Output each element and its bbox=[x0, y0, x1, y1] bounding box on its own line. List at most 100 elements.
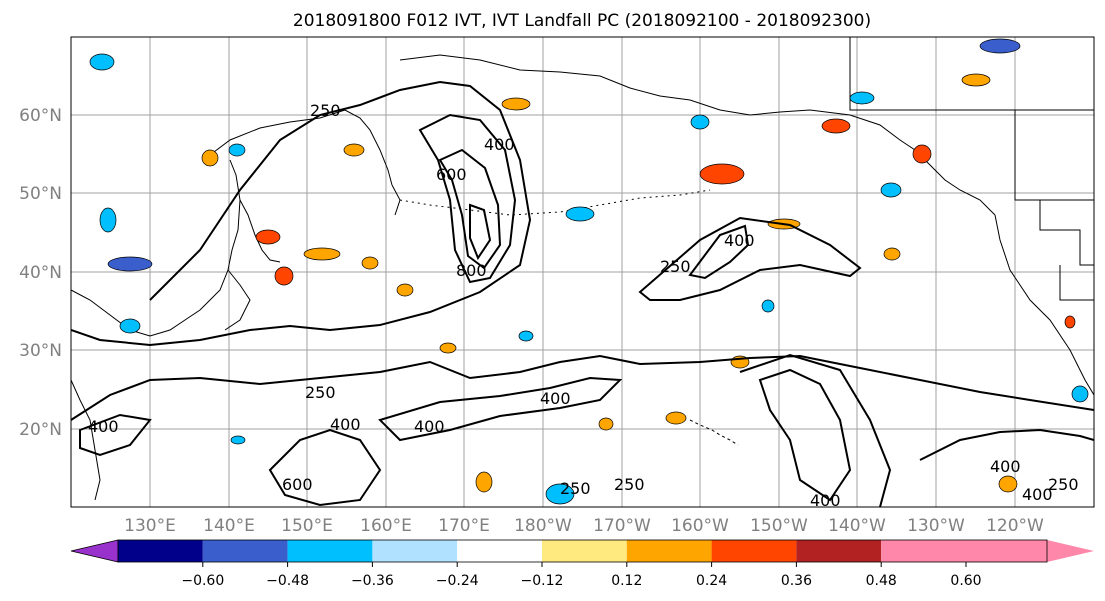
pc-shading bbox=[89, 38, 1089, 505]
pc-patch-pos bbox=[998, 475, 1018, 493]
colorbar-tick-label: 0.60 bbox=[950, 573, 981, 589]
colorbar-bin bbox=[796, 540, 882, 562]
us-states bbox=[1039, 200, 1094, 266]
asia-coast bbox=[71, 159, 241, 337]
pc-patch-pos bbox=[961, 73, 991, 87]
colorbar-bin bbox=[202, 540, 288, 562]
korea-coast bbox=[224, 269, 251, 331]
ivt-contour-250 bbox=[71, 80, 532, 347]
lon-label: 140°E bbox=[203, 516, 255, 536]
colorbar-extend-high bbox=[881, 540, 1094, 562]
canada-border bbox=[849, 37, 1094, 111]
contour-label: 800 bbox=[456, 261, 487, 280]
contour-label: 400 bbox=[1022, 485, 1053, 504]
colorbar-tick-label: −0.60 bbox=[181, 573, 224, 589]
colorbar-tick-label: 0.24 bbox=[696, 573, 727, 589]
pc-patch-neg bbox=[228, 143, 246, 157]
pc-patch-pos bbox=[439, 342, 457, 354]
china-coast bbox=[71, 379, 101, 501]
pc-patch-pos bbox=[274, 266, 294, 286]
coastlines bbox=[71, 37, 1094, 501]
alaska-coast bbox=[399, 54, 996, 216]
ivt-contour-400-east bbox=[688, 224, 750, 280]
ivt-contour-250-east bbox=[638, 216, 862, 301]
bc-border bbox=[1014, 110, 1094, 201]
pc-patch-neg bbox=[690, 114, 710, 130]
pc-patch-neg bbox=[1071, 385, 1089, 403]
ivt-contour-600-south bbox=[268, 428, 382, 507]
ivt-contour-250-south bbox=[71, 354, 1094, 421]
contour-label: 600 bbox=[436, 165, 467, 184]
contour-label: 400 bbox=[990, 457, 1021, 476]
lat-label: 60°N bbox=[19, 106, 62, 126]
ivt-contour-600 bbox=[438, 148, 502, 270]
lon-label: 130°E bbox=[124, 516, 176, 536]
contour-label: 250 bbox=[1048, 475, 1079, 494]
japan-coast bbox=[239, 199, 281, 263]
contour-label: 400 bbox=[484, 135, 515, 154]
contour-label: 600 bbox=[282, 475, 313, 494]
colorbar-frame bbox=[117, 539, 1048, 563]
colorbar-extend-low bbox=[70, 539, 119, 563]
pc-patch-neg bbox=[565, 206, 595, 222]
contour-label: 400 bbox=[330, 415, 361, 434]
contour-label: 400 bbox=[724, 231, 755, 250]
pc-patch-pos bbox=[821, 118, 851, 134]
ivt-contour-400-far-se bbox=[919, 428, 1094, 461]
lon-label: 130°W bbox=[907, 516, 965, 536]
lat-label: 20°N bbox=[19, 420, 62, 440]
contour-label: 250 bbox=[305, 383, 336, 402]
colorbar-tick-label: 0.12 bbox=[611, 573, 642, 589]
colorbar-tick-marks bbox=[202, 562, 967, 567]
lon-label: 150°E bbox=[281, 516, 333, 536]
latitude-labels: 60°N 50°N 40°N 30°N 20°N bbox=[19, 106, 62, 440]
pc-patch-pos bbox=[883, 247, 901, 261]
lon-label: 170°E bbox=[438, 516, 490, 536]
colorbar-tick-label: −0.36 bbox=[351, 573, 394, 589]
lon-label: 170°W bbox=[593, 516, 651, 536]
pc-patch-neg bbox=[545, 483, 575, 505]
colorbar-bin bbox=[372, 540, 458, 562]
lon-label: 160°W bbox=[671, 516, 729, 536]
contour-label: 250 bbox=[310, 101, 341, 120]
pc-patch-pos bbox=[501, 97, 531, 111]
pc-patch-neg bbox=[99, 207, 117, 233]
lat-label: 40°N bbox=[19, 263, 62, 283]
pc-patch-neg bbox=[761, 299, 775, 313]
ivt-contours bbox=[71, 80, 1094, 507]
lon-label: 180°W bbox=[514, 516, 572, 536]
lon-label: 160°E bbox=[360, 516, 412, 536]
pc-patch-pos bbox=[912, 144, 932, 164]
colorbar-bin bbox=[457, 540, 542, 562]
map-title: 2018091800 F012 IVT, IVT Landfall PC (20… bbox=[293, 11, 871, 31]
contour-label: 250 bbox=[614, 475, 645, 494]
lon-label: 120°W bbox=[986, 516, 1044, 536]
pc-patch-neg bbox=[107, 256, 153, 272]
aleutians bbox=[399, 189, 711, 216]
pc-patch-neg bbox=[89, 53, 115, 71]
contour-label: 400 bbox=[414, 417, 445, 436]
colorbar-tick-label: 0.36 bbox=[781, 573, 812, 589]
pc-patch-neg bbox=[518, 330, 534, 342]
pc-patch-pos bbox=[699, 163, 745, 185]
ivt-contour-400-south bbox=[378, 376, 623, 442]
colorbar-bin bbox=[542, 540, 627, 562]
pc-patch-pos bbox=[475, 471, 493, 493]
pc-patch-neg bbox=[979, 38, 1021, 54]
colorbar-tick-label: −0.24 bbox=[436, 573, 479, 589]
pc-patch-pos bbox=[361, 256, 379, 270]
pc-patch-pos bbox=[396, 283, 414, 297]
pc-patch-pos bbox=[343, 143, 365, 157]
pc-patch-pos bbox=[665, 411, 687, 425]
pc-patch-pos bbox=[598, 417, 614, 431]
na-west-coast bbox=[994, 214, 1094, 396]
contour-label: 250 bbox=[660, 257, 691, 276]
gridlines bbox=[71, 37, 1094, 507]
colorbar-tick-label: −0.48 bbox=[266, 573, 309, 589]
colorbar-bin bbox=[711, 540, 797, 562]
colorbar-bin bbox=[118, 540, 203, 562]
ivt-contour-400-se bbox=[758, 368, 852, 502]
ivt-contour-800 bbox=[469, 203, 492, 261]
pc-patch-pos bbox=[255, 229, 281, 245]
